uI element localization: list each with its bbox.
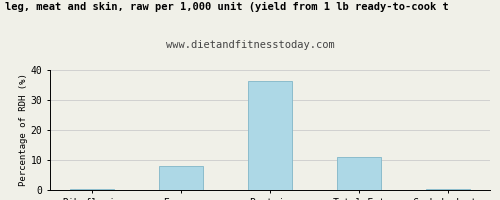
Y-axis label: Percentage of RDH (%): Percentage of RDH (%) [19, 74, 28, 186]
Text: www.dietandfitnesstoday.com: www.dietandfitnesstoday.com [166, 40, 334, 50]
Bar [248, 80, 292, 190]
Bar [426, 189, 470, 190]
Text: leg, meat and skin, raw per 1,000 unit (yield from 1 lb ready-to-cook t: leg, meat and skin, raw per 1,000 unit (… [5, 2, 449, 12]
Bar [70, 188, 114, 190]
Bar [159, 166, 204, 190]
Bar [336, 157, 381, 190]
